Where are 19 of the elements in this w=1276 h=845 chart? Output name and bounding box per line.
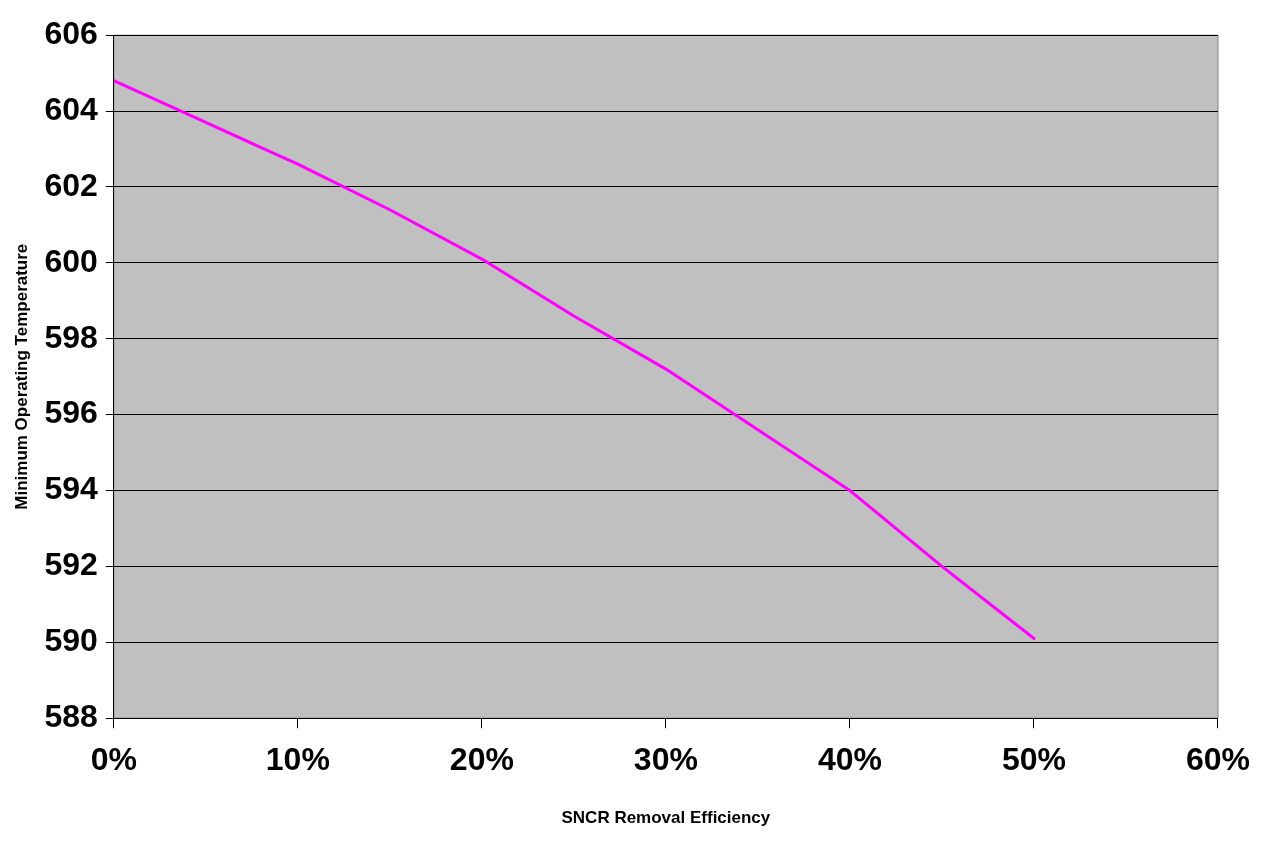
y-tick-label: 600 [44,242,98,279]
x-tick-label: 60% [1185,741,1250,778]
x-tick-label: 50% [1001,741,1066,778]
y-tick-label: 590 [44,622,98,659]
y-tick-label: 602 [44,166,98,203]
x-tick-label: 10% [265,741,330,778]
y-tick-label: 604 [44,90,98,127]
y-tick-label: 594 [44,470,98,507]
x-tick-label: 0% [90,741,137,778]
x-axis-title: SNCR Removal Efficiency [561,808,771,828]
y-tick-label: 598 [44,318,98,355]
y-tick-label: 596 [44,394,98,431]
y-tick-label: 606 [44,15,98,52]
x-tick-label: 40% [817,741,882,778]
x-tick-label: 20% [449,741,514,778]
y-tick-label: 592 [44,546,98,583]
y-tick-label: 588 [44,698,98,735]
y-axis-title: Minimum Operating Temperature [11,243,31,510]
x-tick-label: 30% [633,741,698,778]
